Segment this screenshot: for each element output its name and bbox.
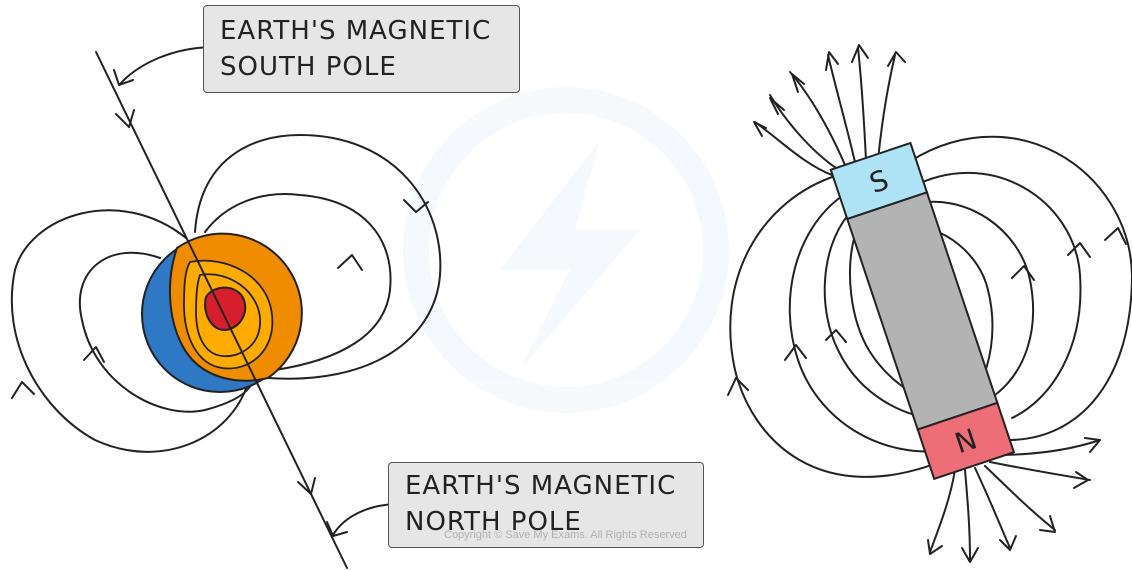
field-arrow [1073,471,1089,489]
field-line [929,469,956,553]
north-pole-label-line1: EARTH'S MAGNETIC [405,471,677,501]
field-line [788,195,951,453]
field-arrow [851,44,869,63]
field-line [909,200,1034,396]
field-arrow [11,381,35,399]
earth-magnetic-axis [95,51,348,569]
pointer-arrowhead [326,521,348,537]
field-line [789,71,846,166]
field-arrow [83,346,105,363]
field-arrow [753,121,767,137]
magnet-n-end [916,401,1016,481]
field-arrow [961,547,979,563]
pointer-arrowhead [113,69,134,86]
south-pole-label-line1: EARTH'S MAGNETIC [220,16,492,46]
field-line [964,469,971,561]
field-arrow [999,535,1017,551]
magnet-field-lines [729,47,1132,561]
field-line [194,134,442,380]
watermark-logo [403,87,729,413]
field-line [877,54,896,161]
north-pole-pointer [332,503,397,536]
field-arrow [727,377,749,396]
field-arrow [337,254,363,271]
field-line [989,461,1091,481]
field-arrow [1039,515,1056,533]
axis-arrow [297,477,316,495]
field-line [857,47,867,161]
field-line [974,467,1011,549]
field-line [899,135,1132,441]
field-arrow [403,199,429,213]
field-arrow [791,73,805,93]
earth-field-lines [10,134,442,453]
earth-field-arrows [11,199,429,399]
field-arrow [825,329,847,343]
field-arrow [784,344,807,361]
field-arrow [887,51,906,67]
south-pole-label-line2: SOUTH POLE [220,52,397,82]
north-pole-label-line2: NORTH POLE [405,507,582,537]
field-arrow [769,97,785,115]
field-line [729,174,946,478]
magnet-field-arrows [727,44,1127,563]
north-pole-label: EARTH'S MAGNETIC NORTH POLE [388,462,704,548]
field-line [823,214,946,421]
field-line [909,171,1082,419]
earth-core [204,286,247,332]
field-arrow [927,539,943,555]
field-line [204,193,392,371]
magnet-body [846,191,999,431]
south-pole-label: EARTH'S MAGNETIC SOUTH POLE [203,5,520,93]
field-line [827,54,856,163]
copyright-text: Copyright © Save My Exams. All Rights Re… [444,529,687,541]
field-arrow [1104,227,1127,245]
field-line [754,121,833,176]
field-line [984,465,1056,531]
bar-magnet: S N [829,141,1016,481]
south-pole-pointer [119,46,212,85]
field-arrow [825,51,839,71]
field-line [79,251,253,413]
field-arrow [1084,437,1101,453]
field-arrow [1067,242,1091,258]
axis-arrow [115,109,135,128]
field-arrow [1011,265,1035,281]
field-line [10,209,249,453]
earth-layer-line [195,273,261,358]
